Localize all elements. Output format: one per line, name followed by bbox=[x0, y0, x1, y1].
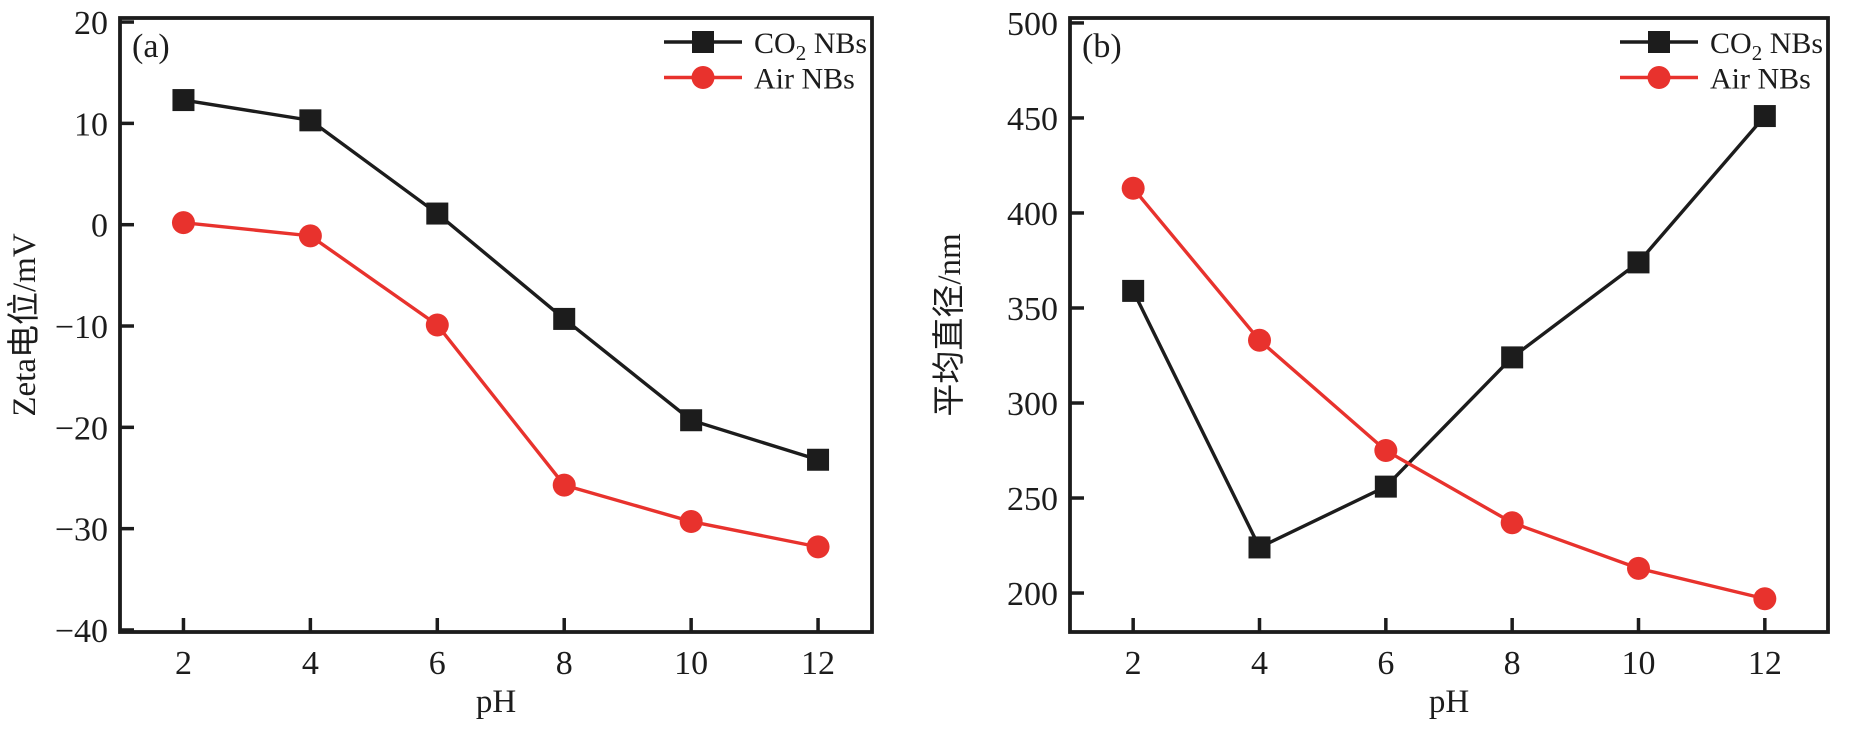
legend-marker-square-co2-nbs bbox=[692, 31, 714, 53]
marker-square-co2-nbs bbox=[299, 109, 322, 132]
legend-item-air-nbs: Air NBs bbox=[664, 63, 855, 96]
y-tick-label: 350 bbox=[1007, 291, 1058, 328]
marker-circle-air-nbs bbox=[679, 510, 703, 534]
legend-marker-circle-air-nbs bbox=[1647, 66, 1671, 89]
marker-circle-air-nbs bbox=[1627, 556, 1650, 580]
legend-item-co2-nbs: CO2 NBs bbox=[664, 27, 867, 65]
panel-b-mean-diameter-chart: 500 450 400 350 300 250 200 2 4 6 8 10 12 pH 平均直径/nm (b… bbox=[925, 0, 1851, 731]
y-tick-label: −10 bbox=[55, 309, 108, 346]
chart-b-svg: 500 450 400 350 300 250 200 2 4 6 8 10 12 pH 平均直径/nm (b… bbox=[931, 6, 1830, 720]
panel-a-zeta-potential-chart: 20 10 0 −10 −20 −30 −40 2 4 6 8 10 12 pH Zeta电位/mV (a) C… bbox=[0, 0, 925, 731]
legend-item-co2-nbs: CO2 NBs bbox=[1620, 27, 1823, 65]
y-tick-label: 400 bbox=[1007, 196, 1058, 233]
x-tick-label: 10 bbox=[1622, 645, 1656, 682]
marker-square-co2-nbs bbox=[553, 307, 576, 330]
legend-label-air-nbs: Air NBs bbox=[754, 63, 855, 96]
y-tick-label: 300 bbox=[1007, 386, 1058, 423]
marker-circle-air-nbs bbox=[1500, 511, 1524, 535]
x-tick-label: 2 bbox=[175, 645, 192, 682]
x-tick-label: 8 bbox=[556, 645, 573, 682]
y-tick-label: 450 bbox=[1007, 101, 1058, 138]
panel-label: (b) bbox=[1082, 28, 1122, 65]
marker-square-co2-nbs bbox=[1627, 251, 1650, 274]
marker-square-co2-nbs bbox=[1374, 475, 1397, 498]
y-tick-label: 10 bbox=[74, 106, 108, 143]
x-tick-label: 6 bbox=[429, 645, 446, 682]
marker-square-co2-nbs bbox=[1122, 279, 1145, 302]
y-tick-label: 250 bbox=[1007, 481, 1058, 518]
plot-frame bbox=[1068, 16, 1830, 634]
marker-square-co2-nbs bbox=[1753, 105, 1776, 128]
marker-circle-air-nbs bbox=[1248, 328, 1271, 352]
plot-frame bbox=[118, 16, 874, 634]
y-axis-label: Zeta电位/mV bbox=[6, 233, 43, 416]
y-tick-label: −40 bbox=[55, 613, 108, 650]
marker-square-co2-nbs bbox=[1248, 536, 1271, 559]
marker-circle-air-nbs bbox=[1374, 439, 1398, 463]
legend-label-air-nbs: Air NBs bbox=[1710, 63, 1811, 96]
series-line-air-nbs bbox=[1131, 187, 1766, 601]
panel-label: (a) bbox=[132, 28, 170, 65]
legend-label-co2-nbs: CO2 NBs bbox=[754, 27, 867, 65]
chart-a-svg: 20 10 0 −10 −20 −30 −40 2 4 6 8 10 12 pH Zeta电位/mV (a) C… bbox=[6, 5, 874, 720]
marker-circle-air-nbs bbox=[171, 211, 195, 235]
y-tick-label: 500 bbox=[1007, 6, 1058, 43]
y-axis-label: 平均直径/nm bbox=[931, 233, 968, 417]
y-tick-label: −30 bbox=[55, 512, 108, 549]
x-tick-label: 4 bbox=[1251, 645, 1268, 682]
marker-circle-air-nbs bbox=[425, 313, 449, 337]
y-tick-label: −20 bbox=[55, 410, 108, 447]
marker-circle-air-nbs bbox=[806, 535, 830, 559]
x-tick-label: 10 bbox=[674, 645, 708, 682]
x-tick-label: 12 bbox=[801, 645, 835, 682]
y-tick-label: 200 bbox=[1007, 576, 1058, 613]
marker-square-co2-nbs bbox=[172, 89, 195, 112]
x-tick-label: 2 bbox=[1125, 645, 1142, 682]
y-tick-label: 20 bbox=[74, 5, 108, 42]
marker-circle-air-nbs bbox=[552, 473, 576, 497]
legend-item-air-nbs: Air NBs bbox=[1620, 63, 1811, 96]
marker-square-co2-nbs bbox=[807, 448, 830, 471]
marker-square-co2-nbs bbox=[1501, 346, 1524, 369]
series-line-co2-nbs bbox=[183, 98, 819, 462]
x-axis-label: pH bbox=[476, 684, 516, 720]
marker-circle-air-nbs bbox=[298, 224, 322, 248]
series-line-co2-nbs bbox=[1131, 114, 1767, 550]
marker-square-co2-nbs bbox=[680, 409, 703, 432]
x-tick-label: 12 bbox=[1748, 645, 1782, 682]
legend-label-co2-nbs: CO2 NBs bbox=[1710, 27, 1823, 65]
x-axis-label: pH bbox=[1429, 684, 1469, 720]
x-tick-label: 6 bbox=[1377, 645, 1394, 682]
marker-circle-air-nbs bbox=[1753, 587, 1777, 611]
legend-marker-square-co2-nbs bbox=[1648, 31, 1670, 53]
y-tick-label: 0 bbox=[91, 208, 108, 245]
legend-marker-circle-air-nbs bbox=[691, 66, 715, 89]
series-line-air-nbs bbox=[183, 220, 819, 549]
marker-circle-air-nbs bbox=[1121, 176, 1145, 200]
x-tick-label: 4 bbox=[302, 645, 319, 682]
marker-square-co2-nbs bbox=[426, 202, 449, 225]
x-tick-label: 8 bbox=[1504, 645, 1521, 682]
